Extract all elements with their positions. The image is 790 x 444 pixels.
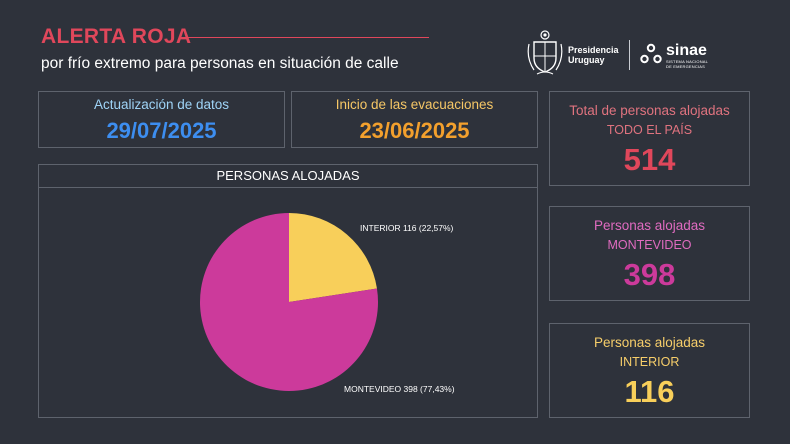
update-date-box: Actualización de datos 29/07/2025: [38, 91, 285, 148]
presidencia-line-2: Uruguay: [568, 55, 605, 65]
sinae-subtitle: SISTEMA NACIONAL DE EMERGENCIAS: [666, 59, 709, 69]
sinae-logo-icon: [640, 43, 662, 64]
update-date-label: Actualización de datos: [93, 97, 230, 112]
interior-sheltered-title: Personas alojadas: [593, 335, 706, 350]
montevideo-sheltered-value: 398: [623, 257, 676, 292]
evacuation-start-value: 23/06/2025: [359, 118, 470, 143]
total-sheltered-box: Total de personas alojadas TODO EL PAÍS …: [549, 91, 750, 186]
sinae-name: sinae: [666, 42, 707, 59]
sinae-subtitle-line-1: SISTEMA NACIONAL: [666, 59, 709, 64]
page-title: ALERTA ROJA: [41, 25, 192, 48]
update-date-value: 29/07/2025: [106, 118, 217, 143]
uruguay-coat-of-arms-icon: [527, 30, 563, 75]
total-sheltered-title: Total de personas alojadas: [569, 103, 730, 118]
total-sheltered-value: 514: [623, 142, 676, 177]
montevideo-sheltered-scope: MONTEVIDEO: [607, 238, 692, 252]
pie-slice-montevideo: [200, 213, 378, 391]
pie-slice-interior: [289, 213, 377, 302]
evacuation-start-label: Inicio de las evacuaciones: [335, 97, 494, 112]
interior-sheltered-box: Personas alojadas INTERIOR 116: [549, 323, 750, 418]
interior-sheltered-value: 116: [624, 374, 675, 409]
title-underline: [187, 37, 429, 38]
evacuation-start-box: Inicio de las evacuaciones 23/06/2025: [291, 91, 538, 148]
pie-label-montevideo: MONTEVIDEO 398 (77,43%): [344, 384, 455, 394]
chart-title: PERSONAS ALOJADAS: [39, 165, 537, 188]
logo-divider: [629, 40, 630, 70]
montevideo-sheltered-title: Personas alojadas: [593, 218, 706, 233]
page-subtitle: por frío extremo para personas en situac…: [41, 55, 399, 72]
pie-chart: INTERIOR 116 (22,57%) MONTEVIDEO 398 (77,…: [200, 213, 455, 394]
pie-label-interior: INTERIOR 116 (22,57%): [360, 223, 454, 233]
sinae-subtitle-line-2: DE EMERGENCIAS: [666, 63, 706, 69]
presidencia-line-1: Presidencia: [568, 45, 619, 55]
interior-sheltered-scope: INTERIOR: [619, 355, 680, 369]
total-sheltered-scope: TODO EL PAÍS: [606, 123, 693, 137]
montevideo-sheltered-box: Personas alojadas MONTEVIDEO 398: [549, 206, 750, 301]
pie-chart-panel: PERSONAS ALOJADAS INTERIOR 116 (22,57%) M…: [38, 164, 538, 418]
